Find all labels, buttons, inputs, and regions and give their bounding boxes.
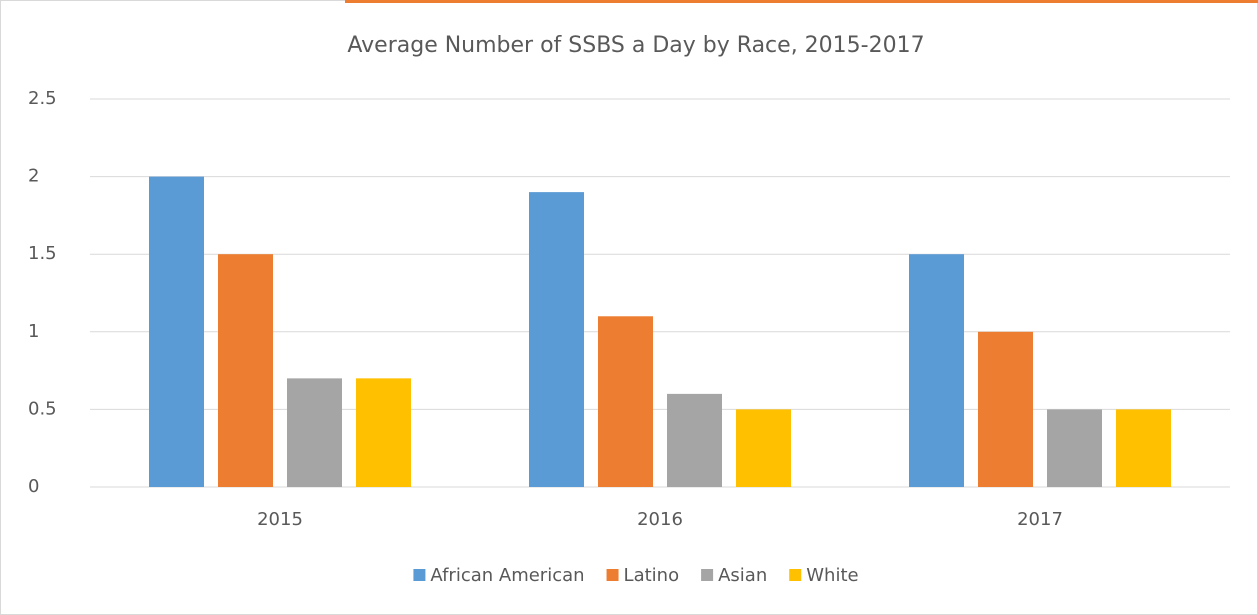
legend-swatch (413, 569, 426, 581)
x-tick-label: 2017 (1017, 509, 1063, 530)
legend-swatch (606, 569, 619, 581)
bar (978, 331, 1033, 487)
legend-label: African American (430, 565, 584, 586)
y-tick-label: 2.5 (28, 88, 57, 109)
bar (1116, 409, 1171, 487)
y-tick-label: 2 (28, 166, 39, 187)
legend-swatch (701, 569, 714, 581)
top-accent (345, 0, 1258, 3)
legend-label: Latino (624, 565, 680, 586)
chart-title: Average Number of SSBS a Day by Race, 20… (347, 33, 924, 58)
bar (218, 254, 273, 487)
y-tick-label: 0.5 (28, 398, 57, 419)
y-tick-label: 1 (28, 321, 39, 342)
bar (1047, 409, 1102, 487)
bar (736, 409, 791, 487)
y-tick-label: 1.5 (28, 243, 57, 264)
bar (287, 378, 342, 487)
x-tick-label: 2016 (637, 509, 683, 530)
bar (598, 316, 653, 487)
bar (529, 192, 584, 487)
bar (149, 176, 204, 487)
bar (667, 393, 722, 487)
y-tick-label: 0 (28, 476, 39, 497)
legend-label: White (806, 565, 858, 586)
legend-label: Asian (718, 565, 767, 586)
x-tick-label: 2015 (257, 509, 303, 530)
bar (356, 378, 411, 487)
legend-swatch (789, 569, 802, 581)
bar (909, 254, 964, 487)
